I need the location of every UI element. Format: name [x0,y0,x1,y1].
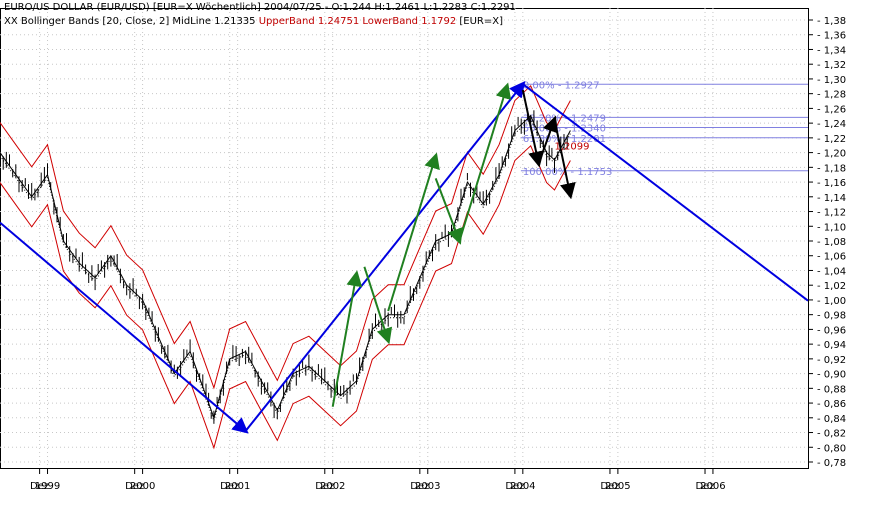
price-annotation: 1,2099 [555,141,590,152]
fib-level-label: 38.20% - 1.2479 [523,113,606,124]
x-tick-label: Dez [410,481,429,492]
indicator-legend: XX Bollinger Bands [20, Close, 2] MidLin… [4,16,503,27]
bollinger-midline [0,117,571,423]
indicator-legend-bands: UpperBand 1.24751 LowerBand 1.1792 [258,16,457,27]
y-tick-label: - 1,34 [817,45,846,56]
y-tick-label: - 1,10 [817,222,846,233]
x-tick-label: Dez [315,481,334,492]
x-tick-label: 2004 [510,481,535,492]
y-tick-label: - 0,88 [817,384,846,395]
y-tick-label: - 1,04 [817,266,846,277]
uptrend-line [244,80,526,432]
wave-arrow [434,178,463,245]
y-tick-label: - 1,38 [817,16,846,27]
x-tick-label: 2002 [320,481,345,492]
x-tick-label: 2000 [130,481,155,492]
x-tick-label: Dez [600,481,619,492]
x-tick-label: 2005 [605,481,630,492]
y-tick-label: - 0,90 [817,370,846,381]
projection-arrow [553,119,576,200]
y-tick-label: - 1,18 [817,163,846,174]
price-path [0,114,571,420]
y-tick-label: - 1,12 [817,208,846,219]
y-tick-label: - 1,28 [817,90,846,101]
y-tick-label: - 1,30 [817,75,846,86]
y-tick-label: - 1,26 [817,104,846,115]
y-tick-label: - 1,22 [817,134,846,145]
indicator-legend-suffix: [EUR=X] [456,16,503,27]
y-tick-label: - 1,36 [817,31,846,42]
lower-bollinger-band [0,144,571,450]
y-tick-label: - 0,98 [817,311,846,322]
wave-arrow [387,152,440,312]
projection-arrow [521,89,544,168]
y-tick-label: - 1,14 [817,193,846,204]
plot-frame [0,8,809,469]
x-tick-label: 2006 [700,481,725,492]
x-tick-label: Dez [220,481,239,492]
y-tick-label: - 0,96 [817,325,846,336]
x-tick-label: 2003 [415,481,440,492]
wave-arrow [458,82,512,242]
y-tick-label: - 1,02 [817,281,846,292]
y-tick-label: - 0,94 [817,340,846,351]
y-tick-label: - 0,82 [817,429,846,440]
y-tick-label: - 1,08 [817,237,846,248]
resistance-line [522,83,809,302]
x-tick-label: Dez [505,481,524,492]
fib-level-label: 100.00% - 1.1753 [523,167,612,178]
y-tick-label: - 1,06 [817,252,846,263]
y-tick-label: - 1,16 [817,178,846,189]
y-tick-label: - 0,84 [817,414,846,425]
y-tick-label: - 0,80 [817,443,846,454]
x-tick-label: Dez [30,481,49,492]
projection-arrow [537,115,558,164]
fib-level-label: 0.00% - 1.2927 [523,80,600,91]
x-tick-label: Dez [125,481,144,492]
x-tick-label: 1999 [35,481,60,492]
y-tick-label: - 1,00 [817,296,846,307]
y-tick-label: - 0,92 [817,355,846,366]
y-tick-label: - 1,24 [817,119,846,130]
x-tick-label: Dez [695,481,714,492]
fib-level-label: 50.00% - 1.2340 [523,124,606,135]
price-bars [0,110,568,424]
indicator-legend-prefix: XX Bollinger Bands [20, Close, 2] MidLin… [4,16,259,27]
y-tick-label: - 0,86 [817,399,846,410]
x-tick-label: 2001 [225,481,250,492]
wave-arrow [331,270,363,407]
y-tick-label: - 1,32 [817,60,846,71]
chart-title: EURO/US DOLLAR (EUR/USD) [EUR=X Wöchentl… [4,2,516,13]
downtrend-line [0,221,249,434]
y-tick-label: - 0,78 [817,458,846,469]
y-tick-label: - 1,20 [817,149,846,160]
wave-arrow [363,266,393,345]
